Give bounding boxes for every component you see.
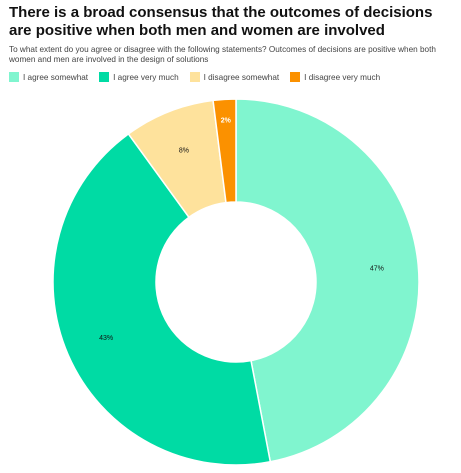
data-label-i-agree-very-much: 43% — [99, 335, 113, 342]
legend-swatch — [9, 72, 19, 82]
legend-label: I disagree somewhat — [203, 72, 280, 82]
legend-item-disagree-somewhat[interactable]: I disagree somewhat — [189, 72, 280, 82]
legend-swatch — [189, 72, 200, 82]
chart-legend: I agree somewhat I agree very much I dis… — [9, 71, 380, 83]
slice-i-agree-somewhat[interactable] — [235, 98, 420, 463]
legend-item-disagree-very-much[interactable]: I disagree very much — [290, 72, 380, 82]
data-label-i-agree-somewhat: 47% — [370, 266, 384, 273]
data-label-i-disagree-somewhat: 8% — [179, 147, 189, 154]
chart-subtitle: To what extent do you agree or disagree … — [9, 45, 436, 64]
legend-swatch — [99, 72, 110, 82]
slice-i-disagree-very-much[interactable] — [212, 98, 237, 204]
slice-i-agree-very-much[interactable] — [52, 132, 272, 466]
data-label-i-disagree-very-much: 2% — [221, 118, 232, 125]
legend-item-agree-very-much[interactable]: I agree very much — [99, 72, 179, 82]
legend-label: I disagree very much — [304, 72, 381, 82]
chart-title: There is a broad consensus that the outc… — [9, 4, 433, 39]
legend-swatch — [290, 72, 301, 82]
legend-item-agree-somewhat[interactable]: I agree somewhat — [9, 72, 88, 82]
legend-label: I agree somewhat — [23, 72, 89, 82]
legend-label: I agree very much — [113, 72, 179, 82]
